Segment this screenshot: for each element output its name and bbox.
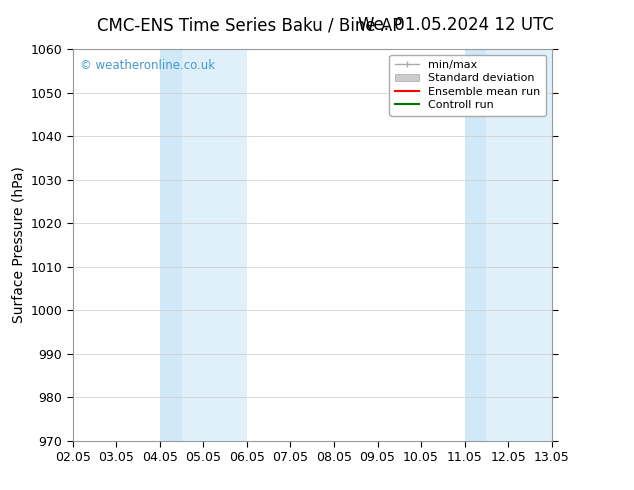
Bar — [465, 49, 486, 441]
Text: CMC-ENS Time Series Baku / Bine AP: CMC-ENS Time Series Baku / Bine AP — [98, 16, 403, 34]
Text: We. 01.05.2024 12 UTC: We. 01.05.2024 12 UTC — [358, 16, 553, 34]
Bar — [182, 49, 247, 441]
Bar — [160, 49, 182, 441]
Legend: min/max, Standard deviation, Ensemble mean run, Controll run: min/max, Standard deviation, Ensemble me… — [389, 54, 546, 116]
Bar — [486, 49, 552, 441]
Y-axis label: Surface Pressure (hPa): Surface Pressure (hPa) — [11, 167, 25, 323]
Text: © weatheronline.co.uk: © weatheronline.co.uk — [80, 59, 215, 72]
